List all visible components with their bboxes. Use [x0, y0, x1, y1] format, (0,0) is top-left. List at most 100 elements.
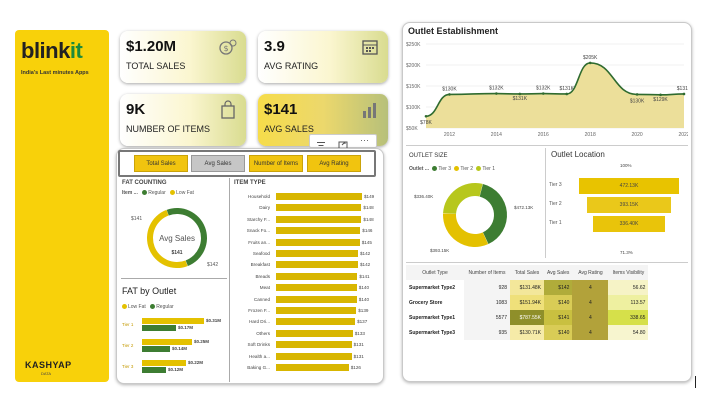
x-tick-label: 2020 [632, 132, 643, 138]
kpi-card-avg-rating[interactable]: 3.9 AVG RATING [258, 31, 388, 83]
outlet-location-title: Outlet Location [551, 150, 605, 159]
funnel-bar[interactable]: 336.40K [593, 216, 665, 232]
item-type-bar-row[interactable]: Fruits an... $145 [230, 238, 380, 247]
footer-logo: KASHYAP [25, 360, 72, 370]
text-cursor [695, 376, 696, 388]
bar-category-label: Household [248, 194, 270, 199]
data-point [448, 93, 451, 96]
bar[interactable] [276, 284, 357, 292]
bar[interactable] [276, 329, 353, 337]
kpi-card-total-sales[interactable]: $1.20M TOTAL SALES $ [120, 31, 246, 83]
bar-category-label: Soft Drinks [247, 342, 270, 348]
table-header[interactable]: Items Visibility [608, 265, 649, 280]
item-type-bar-row[interactable]: Snack Fo... $146 [230, 226, 380, 235]
table-row[interactable]: Supermarket Type3 935 $130.71K $140 4 54.80 [406, 325, 649, 340]
item-type-bar-row[interactable]: Dairy $148 [230, 203, 380, 212]
y-tick-label: $100K [406, 105, 421, 111]
outlet-establishment-chart[interactable]: $250K $200K $150K $100K $50K 2012 2014 2016 2018… [404, 38, 688, 140]
table-row[interactable]: Supermarket Type2 928 $131.48K $142 4 56.62 [406, 280, 649, 295]
item-type-bar-row[interactable]: Baking G... $126 [230, 363, 380, 372]
outlet-size-donut[interactable] [440, 180, 510, 250]
bar[interactable] [276, 364, 349, 371]
bar-category-label: Breakfast [250, 262, 270, 268]
item-type-bar-row[interactable]: Household $149 [230, 192, 380, 201]
bar[interactable] [276, 318, 356, 326]
donut-center-label: Avg Sales [159, 234, 195, 243]
bar-value-label: $131 [353, 353, 364, 359]
bar-low-fat[interactable] [142, 339, 192, 345]
kpi-value: 3.9 [264, 38, 285, 55]
bar-chart-icon [360, 100, 380, 120]
bar[interactable] [276, 227, 361, 235]
bar-value-label: $145 [361, 239, 372, 245]
bar[interactable] [276, 261, 358, 269]
section-divider [121, 278, 227, 279]
table-header[interactable]: Number of Items [464, 265, 510, 280]
item-type-bar-row[interactable]: Seafood $142 [230, 249, 380, 258]
bar[interactable] [276, 352, 352, 360]
table-row[interactable]: Grocery Store 1083 $151.94K $140 4 113.57 [406, 295, 649, 310]
bar-category-label: Snack Fo... [246, 228, 270, 234]
outlet-location-funnel[interactable]: Tier 3 472.13K Tier 2 393.15K Tier 1 336.40K [549, 178, 685, 240]
item-type-bar-row[interactable]: Breakfast $142 [230, 260, 380, 269]
bar-value-label: $0.17M [178, 325, 194, 330]
bar-regular[interactable] [142, 346, 170, 352]
data-point [541, 92, 545, 95]
item-type-bar-row[interactable]: Meat $140 [230, 283, 380, 292]
bar[interactable] [276, 341, 352, 349]
bar-category-label: Health a... [249, 353, 270, 359]
item-type-bar-row[interactable]: Soft Drinks $131 [230, 340, 380, 349]
bar[interactable] [276, 272, 358, 280]
table-header[interactable]: Avg Sales [544, 265, 573, 280]
fat-counting-title: FAT COUNTING [122, 180, 167, 186]
bar[interactable] [276, 238, 360, 246]
bar[interactable] [276, 215, 362, 223]
item-type-bar-row[interactable]: Breads $141 [230, 272, 380, 281]
tier-label: Tier 2 [122, 343, 134, 348]
table-header[interactable]: Total Sales [510, 265, 544, 280]
item-type-bar-row[interactable]: Hard Dri... $137 [230, 317, 380, 326]
section-divider [229, 178, 230, 382]
table-header[interactable]: Outlet Type [406, 265, 464, 280]
bar-category-label: Starchy F... [247, 216, 270, 222]
item-type-bar-row[interactable]: Starchy F... $148 [230, 215, 380, 224]
table-header[interactable]: Avg Rating [572, 265, 609, 280]
bar[interactable] [276, 295, 357, 303]
bar-value-label: $133 [354, 330, 365, 336]
bar-value-label: $148 [363, 205, 374, 211]
tab-total-sales[interactable]: Total Sales [134, 155, 188, 172]
tab-number-of-items[interactable]: Number of Items [249, 155, 303, 172]
bar-low-fat[interactable] [142, 318, 204, 324]
data-point [635, 93, 639, 96]
item-type-chart[interactable]: Household $149 Dairy $148 Starchy F... $148 Sn… [230, 192, 380, 378]
funnel-bar[interactable]: 472.13K [579, 178, 679, 194]
item-type-bar-row[interactable]: Frozen F... $139 [230, 306, 380, 315]
bar[interactable] [276, 193, 362, 200]
more-options-button[interactable]: ··· [360, 135, 369, 145]
item-type-bar-row[interactable]: Canned $140 [230, 295, 380, 304]
item-type-bar-row[interactable]: Others $133 [230, 329, 380, 338]
funnel-bar[interactable]: 393.15K [587, 197, 671, 213]
table-cell: 935 [464, 325, 510, 340]
bar-regular[interactable] [142, 325, 176, 331]
bar-low-fat[interactable] [142, 360, 186, 366]
table-cell: Grocery Store [406, 295, 464, 310]
measure-selector [118, 150, 376, 177]
tab-avg-rating[interactable]: Avg Rating [307, 155, 361, 172]
kpi-card-number-of-items[interactable]: 9K NUMBER OF ITEMS [120, 94, 246, 146]
fat-by-outlet-chart[interactable]: Tier 1 $0.31M $0.17M Tier 2 $0.25M $0.14M Tier… [122, 318, 227, 380]
bar-value-label: $137 [357, 319, 368, 325]
table-row[interactable]: Supermarket Type1 5577 $787.55K $141 4 338.65 [406, 310, 649, 325]
bar[interactable] [276, 307, 357, 314]
bar[interactable] [276, 204, 362, 212]
footer-logo-sub: DATA [41, 371, 52, 376]
data-label: $131K [559, 86, 574, 92]
fat-counting-donut[interactable] [140, 206, 214, 270]
brand-tagline: India's Last minutes Apps [21, 70, 89, 76]
tab-avg-sales[interactable]: Avg Sales [191, 155, 245, 172]
item-type-bar-row[interactable]: Health a... $131 [230, 352, 380, 361]
data-label: $132K [489, 86, 504, 92]
bar[interactable] [276, 250, 358, 257]
bar-regular[interactable] [142, 367, 166, 373]
data-label: $130K [630, 98, 645, 104]
